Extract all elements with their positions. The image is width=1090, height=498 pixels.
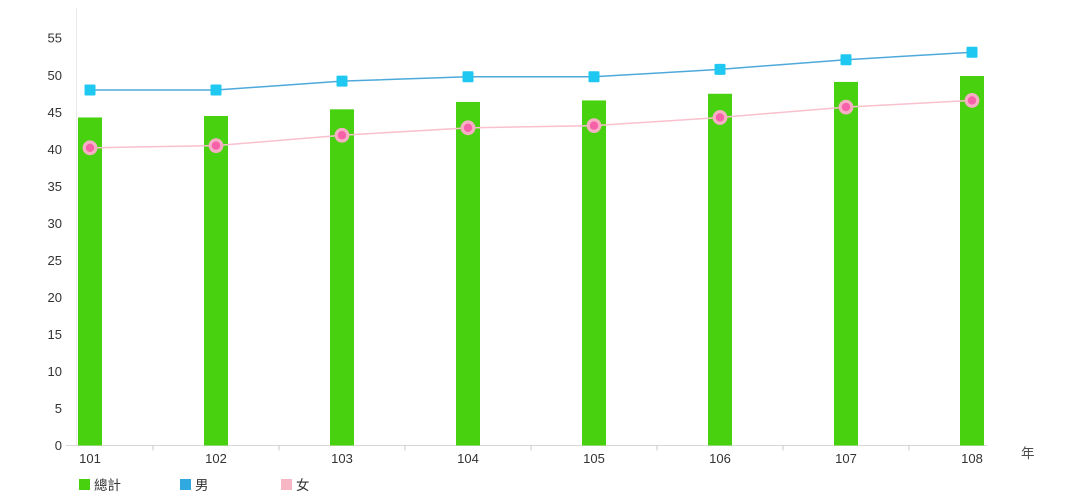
male-marker-105[interactable] xyxy=(588,71,600,83)
y-tick-label-35: 35 xyxy=(48,179,62,194)
y-tick-label-50: 50 xyxy=(48,68,62,83)
total-bar-106[interactable] xyxy=(708,93,732,446)
male-marker-104[interactable] xyxy=(462,71,474,83)
legend-label: 男 xyxy=(195,478,209,493)
total-bar-101[interactable] xyxy=(78,117,102,446)
legend-swatch-male xyxy=(180,478,191,490)
legend: 總計 男 女 xyxy=(0,476,1090,496)
female-marker-104[interactable] xyxy=(460,120,476,136)
y-tick-label-15: 15 xyxy=(48,327,62,342)
legend-label: 女 xyxy=(296,478,310,493)
male-marker-103[interactable] xyxy=(336,75,348,87)
x-category-label-102: 102 xyxy=(205,451,227,466)
y-tick-label-30: 30 xyxy=(48,216,62,231)
female-marker-103[interactable] xyxy=(334,127,350,143)
x-category-label-106: 106 xyxy=(709,451,731,466)
y-tick-label-40: 40 xyxy=(48,142,62,157)
female-marker-105[interactable] xyxy=(586,118,602,134)
male-marker-106[interactable] xyxy=(714,63,726,75)
legend-label: 總計 xyxy=(94,478,121,493)
y-tick-label-20: 20 xyxy=(48,290,62,305)
total-bar-105[interactable] xyxy=(582,100,606,446)
legend-swatch-total xyxy=(79,478,90,490)
male-marker-102[interactable] xyxy=(210,84,222,96)
total-bar-104[interactable] xyxy=(456,101,480,446)
legend-swatch-female xyxy=(281,478,292,490)
y-tick-label-45: 45 xyxy=(48,105,62,120)
x-category-label-105: 105 xyxy=(583,451,605,466)
female-marker-108[interactable] xyxy=(964,93,980,108)
female-marker-101[interactable] xyxy=(82,140,98,156)
y-tick-label-10: 10 xyxy=(48,364,62,379)
female-marker-106[interactable] xyxy=(712,110,728,125)
y-tick-label-25: 25 xyxy=(48,253,62,268)
x-category-label-107: 107 xyxy=(835,451,857,466)
x-category-label-101: 101 xyxy=(79,451,101,466)
x-category-label-104: 104 xyxy=(457,451,479,466)
female-line xyxy=(89,99,973,149)
male-marker-107[interactable] xyxy=(840,54,852,66)
legend-item-female[interactable]: 女 xyxy=(281,476,310,493)
y-tick-label-5: 5 xyxy=(55,401,62,416)
male-marker-108[interactable] xyxy=(966,46,978,58)
male-marker-101[interactable] xyxy=(84,84,96,96)
male-line xyxy=(90,51,973,91)
x-category-label-108: 108 xyxy=(961,451,983,466)
x-category-label-103: 103 xyxy=(331,451,353,466)
legend-item-total[interactable]: 總計 xyxy=(79,476,121,493)
total-bar-108[interactable] xyxy=(960,75,984,446)
legend-item-male[interactable]: 男 xyxy=(180,476,209,493)
x-axis-unit-label: 年 xyxy=(1021,446,1035,461)
y-tick-label-0: 0 xyxy=(55,438,62,453)
total-bar-102[interactable] xyxy=(204,115,228,446)
female-marker-107[interactable] xyxy=(838,99,854,115)
y-tick-label-55: 55 xyxy=(48,31,62,46)
total-bar-107[interactable] xyxy=(834,81,858,446)
total-bar-103[interactable] xyxy=(330,109,354,446)
female-marker-102[interactable] xyxy=(208,138,224,153)
